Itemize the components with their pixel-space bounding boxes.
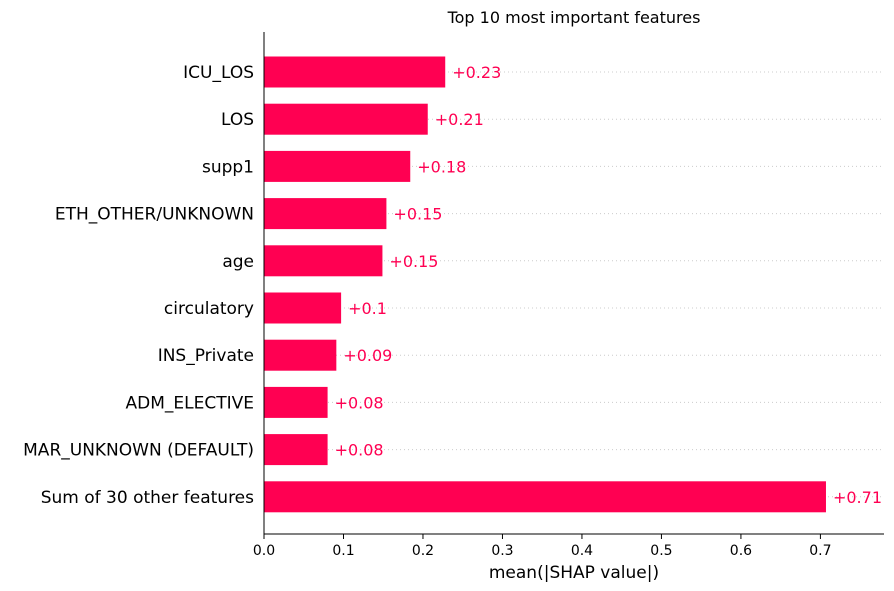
bar	[264, 434, 328, 466]
x-tick-label: 0.5	[650, 543, 672, 559]
bar	[264, 292, 342, 324]
x-ticks: 0.0 0.1 0.2 0.3 0.4 0.5 0.6 0.7	[253, 534, 832, 559]
bar	[264, 245, 383, 277]
data-label: +0.1	[348, 299, 387, 318]
data-label: +0.23	[452, 63, 501, 82]
x-tick-label: 0.4	[571, 543, 593, 559]
bar	[264, 481, 826, 513]
x-tick-label: 0.1	[332, 543, 354, 559]
row-guides	[264, 71, 884, 498]
bar	[264, 103, 428, 135]
bar	[264, 339, 337, 371]
category-label: Sum of 30 other features	[41, 488, 254, 508]
bar	[264, 56, 446, 88]
data-label: +0.08	[335, 393, 384, 412]
bar	[264, 150, 411, 182]
x-axis-label: mean(|SHAP value|)	[489, 563, 659, 583]
bar	[264, 386, 328, 418]
category-label: supp1	[202, 157, 254, 177]
category-label: age	[222, 252, 254, 272]
category-label: LOS	[221, 110, 254, 130]
category-label: ADM_ELECTIVE	[126, 393, 254, 413]
x-tick-label: 0.0	[253, 543, 275, 559]
data-label: +0.18	[417, 157, 466, 176]
category-label: ICU_LOS	[183, 63, 254, 83]
x-tick-label: 0.7	[809, 543, 831, 559]
x-tick-label: 0.3	[491, 543, 513, 559]
value-labels: +0.23 +0.21 +0.18 +0.15 +0.15 +0.1 +0.09 +0.08 +…	[335, 63, 882, 507]
category-label: circulatory	[164, 299, 254, 319]
x-tick-label: 0.6	[730, 543, 752, 559]
data-label: +0.15	[389, 252, 438, 271]
x-tick-label: 0.2	[412, 543, 434, 559]
bar	[264, 198, 387, 230]
data-label: +0.08	[335, 441, 384, 460]
category-label: ETH_OTHER/UNKNOWN	[55, 205, 254, 225]
data-label: +0.21	[435, 110, 484, 129]
bars	[264, 56, 826, 513]
category-label: INS_Private	[158, 346, 254, 366]
data-label: +0.71	[833, 488, 882, 507]
data-label: +0.15	[393, 205, 442, 224]
chart-title: Top 10 most important features	[447, 8, 701, 27]
category-label: MAR_UNKNOWN (DEFAULT)	[23, 441, 254, 461]
data-label: +0.09	[343, 346, 392, 365]
